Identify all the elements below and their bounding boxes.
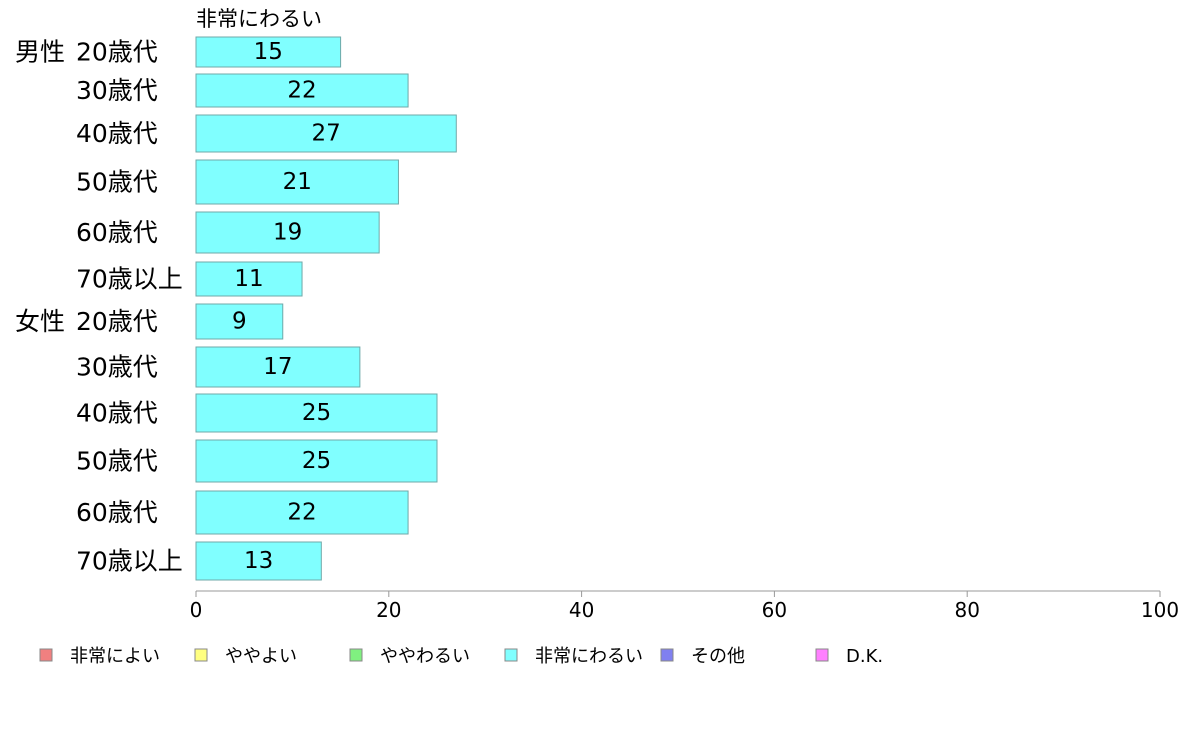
bar (195, 261, 303, 297)
bar (195, 159, 399, 205)
category-label: 30歳代 (76, 353, 158, 382)
category-label: 30歳代 (76, 76, 158, 105)
legend-label: 非常によい (70, 646, 160, 667)
category-label: 20歳代 (76, 307, 158, 336)
bar-value-label: 25 (302, 448, 331, 474)
legend-label: D.K. (846, 646, 883, 667)
bar (195, 393, 438, 433)
legend-label: ややわるい (380, 646, 470, 667)
bar-value-label: 22 (287, 500, 316, 526)
category-label: 40歳代 (76, 119, 158, 148)
x-tick-label: 0 (190, 598, 203, 622)
x-tick-label: 40 (569, 598, 594, 622)
legend-swatch (194, 648, 208, 662)
bar (195, 114, 457, 153)
bar-value-label: 11 (234, 266, 263, 292)
legend-swatch (660, 648, 674, 662)
category-label: 50歳代 (76, 168, 158, 197)
legend-label: その他 (691, 646, 745, 667)
bar (195, 211, 380, 254)
legend-label: ややよい (225, 646, 297, 667)
bar-value-label: 15 (254, 39, 283, 65)
legend-swatch (815, 648, 829, 662)
bar-value-label: 17 (263, 354, 292, 380)
group-label: 男性 (15, 38, 65, 67)
bar (195, 490, 409, 535)
bar (195, 541, 322, 581)
legend-label: 非常にわるい (535, 646, 643, 667)
series-title: 非常にわるい (196, 7, 322, 31)
bar (195, 346, 361, 388)
x-tick-label: 20 (376, 598, 401, 622)
bar (195, 303, 284, 340)
category-label: 60歳代 (76, 498, 158, 527)
category-label: 60歳代 (76, 218, 158, 247)
bar-value-label: 22 (287, 78, 316, 104)
bar-value-label: 19 (273, 220, 302, 246)
category-label: 40歳代 (76, 399, 158, 428)
legend-swatch (39, 648, 53, 662)
x-tick-label: 100 (1141, 598, 1179, 622)
category-label: 20歳代 (76, 38, 158, 67)
group-label: 女性 (15, 307, 65, 336)
bar-value-label: 21 (283, 169, 312, 195)
bar (195, 73, 409, 108)
category-label: 50歳代 (76, 447, 158, 476)
bar (195, 439, 438, 483)
category-label: 70歳以上 (76, 547, 183, 576)
x-tick-label: 80 (954, 598, 979, 622)
legend-swatch (504, 648, 518, 662)
category-label: 70歳以上 (76, 265, 183, 294)
legend-swatch (349, 648, 363, 662)
bar-value-label: 25 (302, 400, 331, 426)
bar-value-label: 9 (232, 309, 247, 335)
bar-value-label: 27 (311, 121, 340, 147)
bar (195, 36, 342, 68)
x-tick-label: 60 (762, 598, 787, 622)
bar-value-label: 13 (244, 548, 273, 574)
